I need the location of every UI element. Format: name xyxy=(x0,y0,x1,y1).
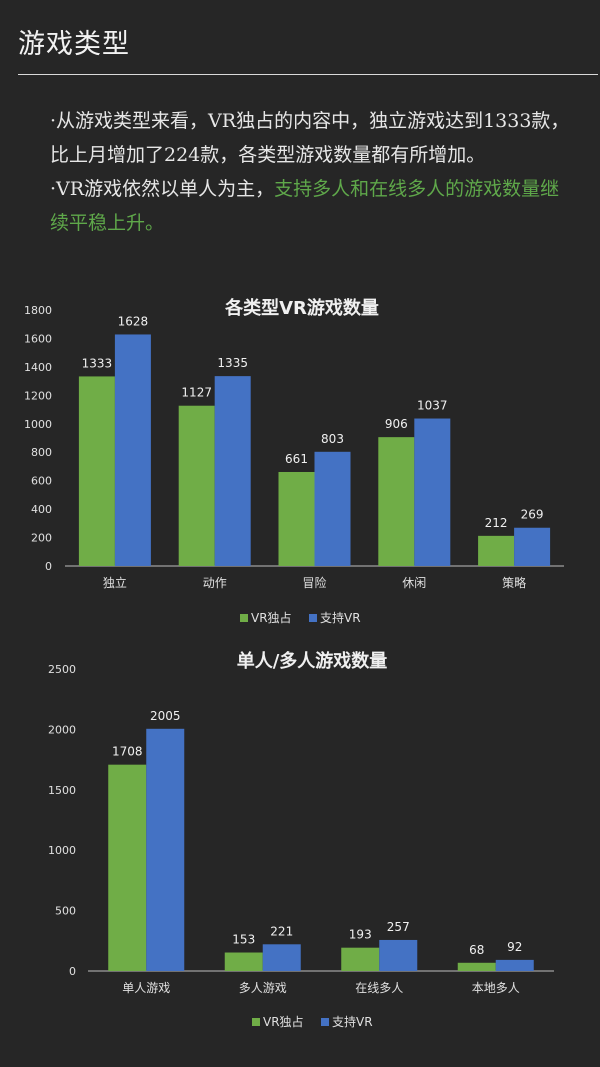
intro-paragraph-2-plain: ·VR游戏依然以单人为主， xyxy=(50,178,275,200)
data-label: 193 xyxy=(349,928,372,942)
y-tick-label: 1200 xyxy=(24,389,52,402)
x-tick-label: 在线多人 xyxy=(355,981,403,995)
data-label: 153 xyxy=(232,933,255,947)
data-label: 906 xyxy=(385,417,408,431)
y-tick-label: 600 xyxy=(31,475,52,488)
data-label: 1037 xyxy=(417,399,448,413)
data-label: 1628 xyxy=(118,314,149,328)
y-tick-label: 1600 xyxy=(24,332,52,345)
y-tick-label: 1400 xyxy=(24,361,52,374)
y-tick-label: 1000 xyxy=(24,418,52,431)
bar-vr-exclusive xyxy=(341,947,380,971)
y-tick-label: 200 xyxy=(31,532,52,545)
chart-game-types: 各类型VR游戏数量 0 200 400 600 800 1000 1200 1400 1600 18… xyxy=(24,297,564,625)
data-label: 1333 xyxy=(82,356,113,370)
legend-swatch xyxy=(321,1018,329,1026)
intro-paragraph-2-highlight: 支持多人和在线多人的游戏数量继续平稳上升。 xyxy=(50,178,560,234)
x-tick-label: 动作 xyxy=(203,576,227,590)
bar-vr-exclusive xyxy=(78,376,115,566)
bar-vr-supported xyxy=(495,959,534,971)
data-label: 68 xyxy=(469,943,484,957)
data-label: 1335 xyxy=(217,356,248,370)
bar-vr-exclusive xyxy=(457,962,496,971)
x-tick-label: 独立 xyxy=(103,575,127,590)
chart-title: 各类型VR游戏数量 xyxy=(224,297,379,319)
y-tick-label: 1800 xyxy=(24,304,52,317)
x-tick-label: 休闲 xyxy=(402,576,426,590)
data-label: 92 xyxy=(507,940,522,954)
x-tick-label: 本地多人 xyxy=(472,981,520,995)
data-label: 661 xyxy=(285,452,308,466)
x-tick-label: 冒险 xyxy=(302,575,326,590)
bar-vr-exclusive xyxy=(108,764,147,971)
bar-vr-supported xyxy=(414,418,451,566)
data-label: 221 xyxy=(270,924,293,938)
data-label: 212 xyxy=(485,516,508,530)
x-tick-label: 单人游戏 xyxy=(122,981,170,995)
intro-text: ·从游戏类型来看，VR独占的内容中，独立游戏达到1333款，比上月增加了224款… xyxy=(50,104,570,240)
data-label: 2005 xyxy=(150,709,181,723)
data-label: 257 xyxy=(387,920,410,934)
y-tick-label: 0 xyxy=(69,965,76,978)
y-tick-label: 800 xyxy=(31,446,52,459)
bar-vr-exclusive xyxy=(224,952,263,971)
y-tick-label: 400 xyxy=(31,503,52,516)
legend-label: VR独占 xyxy=(263,1014,304,1029)
intro-paragraph-1: ·从游戏类型来看，VR独占的内容中，独立游戏达到1333款，比上月增加了224款… xyxy=(50,110,570,166)
bar-vr-supported xyxy=(214,376,251,566)
y-tick-label: 1500 xyxy=(48,784,76,797)
data-label: 1708 xyxy=(112,745,143,759)
x-tick-label: 多人游戏 xyxy=(239,981,287,995)
y-tick-label: 0 xyxy=(45,560,52,573)
y-tick-label: 2000 xyxy=(48,723,76,736)
x-tick-label: 策略 xyxy=(502,575,526,590)
bar-vr-supported xyxy=(146,728,185,971)
bar-vr-exclusive xyxy=(178,405,215,566)
legend-label: 支持VR xyxy=(320,610,361,625)
legend-label: 支持VR xyxy=(332,1014,373,1029)
legend-label: VR独占 xyxy=(251,610,292,625)
data-label: 803 xyxy=(321,432,344,446)
y-tick-label: 500 xyxy=(55,905,76,918)
bar-vr-supported xyxy=(379,939,418,971)
header-divider xyxy=(18,74,598,75)
y-tick-label: 1000 xyxy=(48,844,76,857)
bar-vr-supported xyxy=(314,451,351,566)
bar-vr-exclusive xyxy=(278,471,315,566)
y-tick-label: 2500 xyxy=(48,663,76,676)
bar-vr-exclusive xyxy=(478,535,515,566)
legend-swatch xyxy=(240,614,248,622)
intro-paragraph-2: ·VR游戏依然以单人为主，支持多人和在线多人的游戏数量继续平稳上升。 xyxy=(50,172,570,240)
legend-swatch xyxy=(252,1018,260,1026)
chart-title: 单人/多人游戏数量 xyxy=(237,650,388,672)
page-title: 游戏类型 xyxy=(18,29,130,60)
legend-swatch xyxy=(309,614,317,622)
bar-vr-supported xyxy=(262,944,301,971)
data-label: 1127 xyxy=(181,386,212,400)
data-label: 269 xyxy=(521,508,544,522)
bar-vr-exclusive xyxy=(378,437,415,566)
bar-vr-supported xyxy=(514,527,551,566)
bar-vr-supported xyxy=(114,334,151,566)
chart-single-multi: 单人/多人游戏数量 0 500 1000 1500 2000 2500 1708 2005 单人游… xyxy=(48,650,554,1029)
